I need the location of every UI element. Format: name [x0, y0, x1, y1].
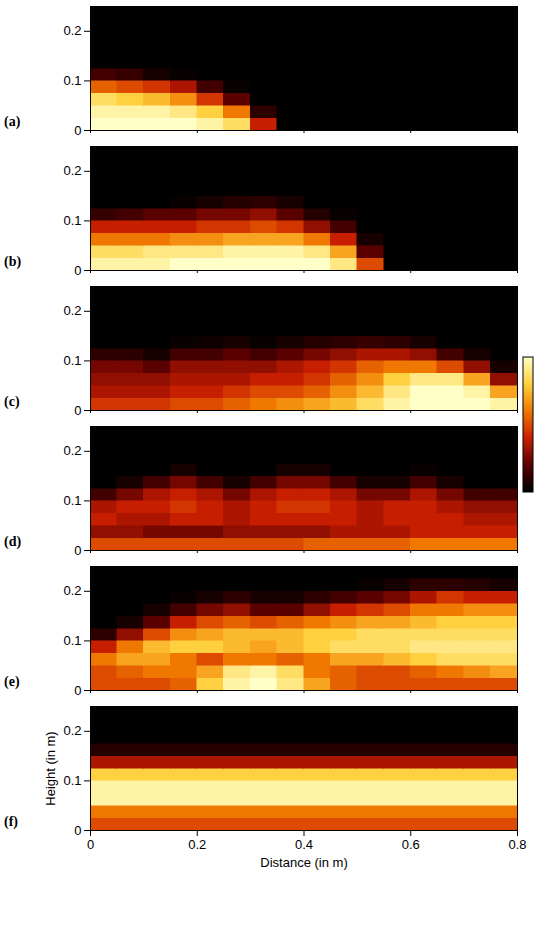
- html-text:(f): (f): [4, 814, 18, 829]
- svg-text:0: 0: [74, 543, 81, 558]
- svg-text:0.2: 0.2: [63, 583, 81, 598]
- svg-text:Distance (in m): Distance (in m): [260, 855, 347, 870]
- html-text:(d): (d): [4, 534, 22, 549]
- html-text:(c): (c): [4, 394, 20, 409]
- svg-text:0: 0: [74, 823, 81, 838]
- svg-text:0.1: 0.1: [63, 493, 81, 508]
- svg-text:0.2: 0.2: [188, 837, 206, 852]
- svg-text:Height (in m): Height (in m): [43, 731, 58, 805]
- svg-text:0: 0: [74, 403, 81, 418]
- svg-text:0.2: 0.2: [63, 163, 81, 178]
- svg-text:0.8: 0.8: [508, 837, 526, 852]
- svg-text:0.1: 0.1: [63, 73, 81, 88]
- svg-text:0.2: 0.2: [63, 303, 81, 318]
- html-text:(b): (b): [4, 254, 22, 269]
- svg-text:0: 0: [87, 837, 94, 852]
- svg-text:0.2: 0.2: [63, 443, 81, 458]
- svg-text:0: 0: [74, 123, 81, 138]
- svg-text:0.1: 0.1: [63, 633, 81, 648]
- svg-text:0: 0: [74, 683, 81, 698]
- svg-text:0: 0: [74, 263, 81, 278]
- svg-text:0.1: 0.1: [63, 213, 81, 228]
- svg-text:0.2: 0.2: [63, 23, 81, 38]
- html-text:(a): (a): [4, 114, 21, 129]
- html-text:(e): (e): [4, 674, 20, 689]
- svg-text:0.2: 0.2: [63, 723, 81, 738]
- svg-text:0.6: 0.6: [402, 837, 420, 852]
- svg-text:0.4: 0.4: [295, 837, 313, 852]
- svg-text:0.1: 0.1: [63, 773, 81, 788]
- svg-text:0.1: 0.1: [63, 353, 81, 368]
